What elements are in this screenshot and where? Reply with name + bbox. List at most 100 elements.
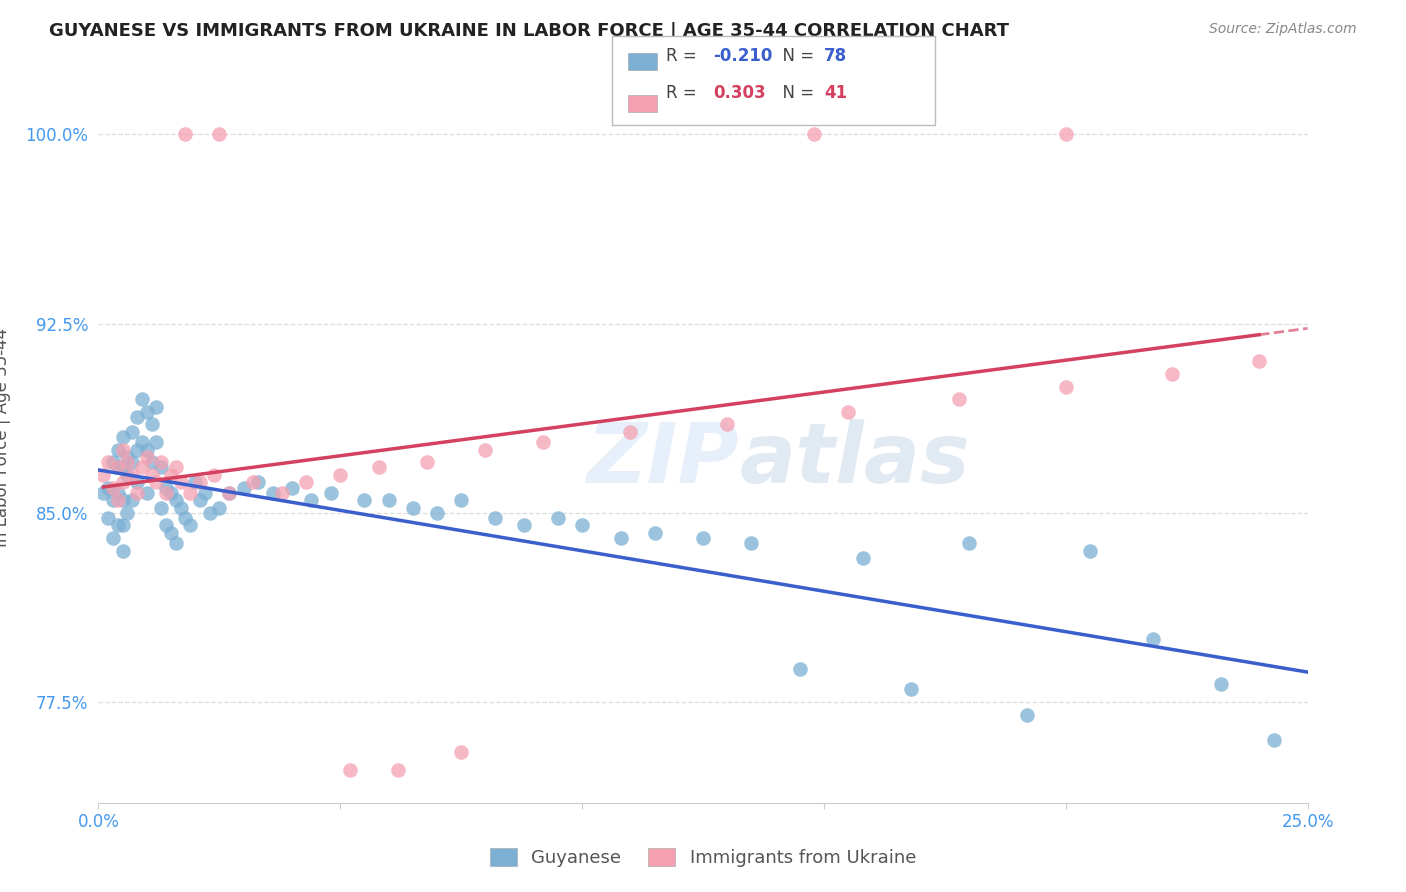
Point [513,518,536,533]
Point [165,460,187,475]
Point [97,455,120,469]
Point [155,481,177,495]
Point [188,475,211,490]
Point [150,460,173,475]
Point [474,442,496,457]
Y-axis label: In Labor Force | Age 35-44: In Labor Force | Age 35-44 [0,327,11,547]
Point [571,518,593,533]
Point [644,525,666,540]
Point [127,475,149,490]
Point [531,435,554,450]
Point [1263,732,1285,747]
Point [188,493,211,508]
Point [121,467,143,482]
Point [837,405,859,419]
Point [141,455,163,469]
Point [218,485,240,500]
Text: Source: ZipAtlas.com: Source: ZipAtlas.com [1209,22,1357,37]
Point [141,467,163,482]
Point [107,485,129,500]
Point [194,485,217,500]
Point [135,442,157,457]
Text: N =: N = [772,84,820,102]
Point [179,485,201,500]
Point [208,500,231,515]
Point [179,518,201,533]
Point [145,400,167,414]
Point [174,128,197,142]
Point [339,763,361,777]
Point [101,531,124,545]
Point [111,493,134,508]
Point [141,417,163,432]
Point [150,455,173,469]
Point [97,481,120,495]
Point [295,475,318,490]
Point [1142,632,1164,646]
Point [150,500,173,515]
Point [117,506,139,520]
Point [281,481,304,495]
Point [299,493,322,508]
Point [117,450,139,465]
Text: R =: R = [666,84,703,102]
Point [155,518,177,533]
Point [957,536,980,550]
Point [329,467,352,482]
Legend: Guyanese, Immigrants from Ukraine: Guyanese, Immigrants from Ukraine [482,840,924,874]
Point [368,460,391,475]
Point [450,745,472,759]
Point [1054,379,1077,393]
Point [111,442,134,457]
Point [160,467,183,482]
Point [232,481,254,495]
Point [198,506,221,520]
Point [107,493,129,508]
Text: atlas: atlas [740,418,970,500]
Point [948,392,970,407]
Point [111,475,134,490]
Point [101,455,124,469]
Point [416,455,439,469]
Point [91,467,114,482]
Point [111,543,134,558]
Point [169,500,191,515]
Point [484,510,506,524]
Point [789,662,811,676]
Point [692,531,714,545]
Point [1015,707,1038,722]
Point [262,485,284,500]
Point [1161,367,1184,381]
Point [204,467,226,482]
Point [107,518,129,533]
Point [131,392,153,407]
Point [111,460,134,475]
Point [111,518,134,533]
Point [1249,354,1271,368]
Point [740,536,762,550]
Point [145,475,167,490]
Point [107,460,129,475]
Point [174,510,197,524]
Point [135,485,157,500]
Text: 41: 41 [824,84,846,102]
Text: 0.303: 0.303 [713,84,765,102]
Point [107,460,129,475]
Point [208,128,231,142]
Point [900,682,922,697]
Point [121,493,143,508]
Point [1078,543,1101,558]
Point [402,500,425,515]
Point [547,510,569,524]
Point [131,435,153,450]
Point [135,405,157,419]
Point [165,493,187,508]
Point [1209,677,1232,691]
Point [127,409,149,424]
Point [619,425,641,439]
Point [218,485,240,500]
Point [91,485,114,500]
Point [387,763,409,777]
Point [426,506,449,520]
Point [101,481,124,495]
